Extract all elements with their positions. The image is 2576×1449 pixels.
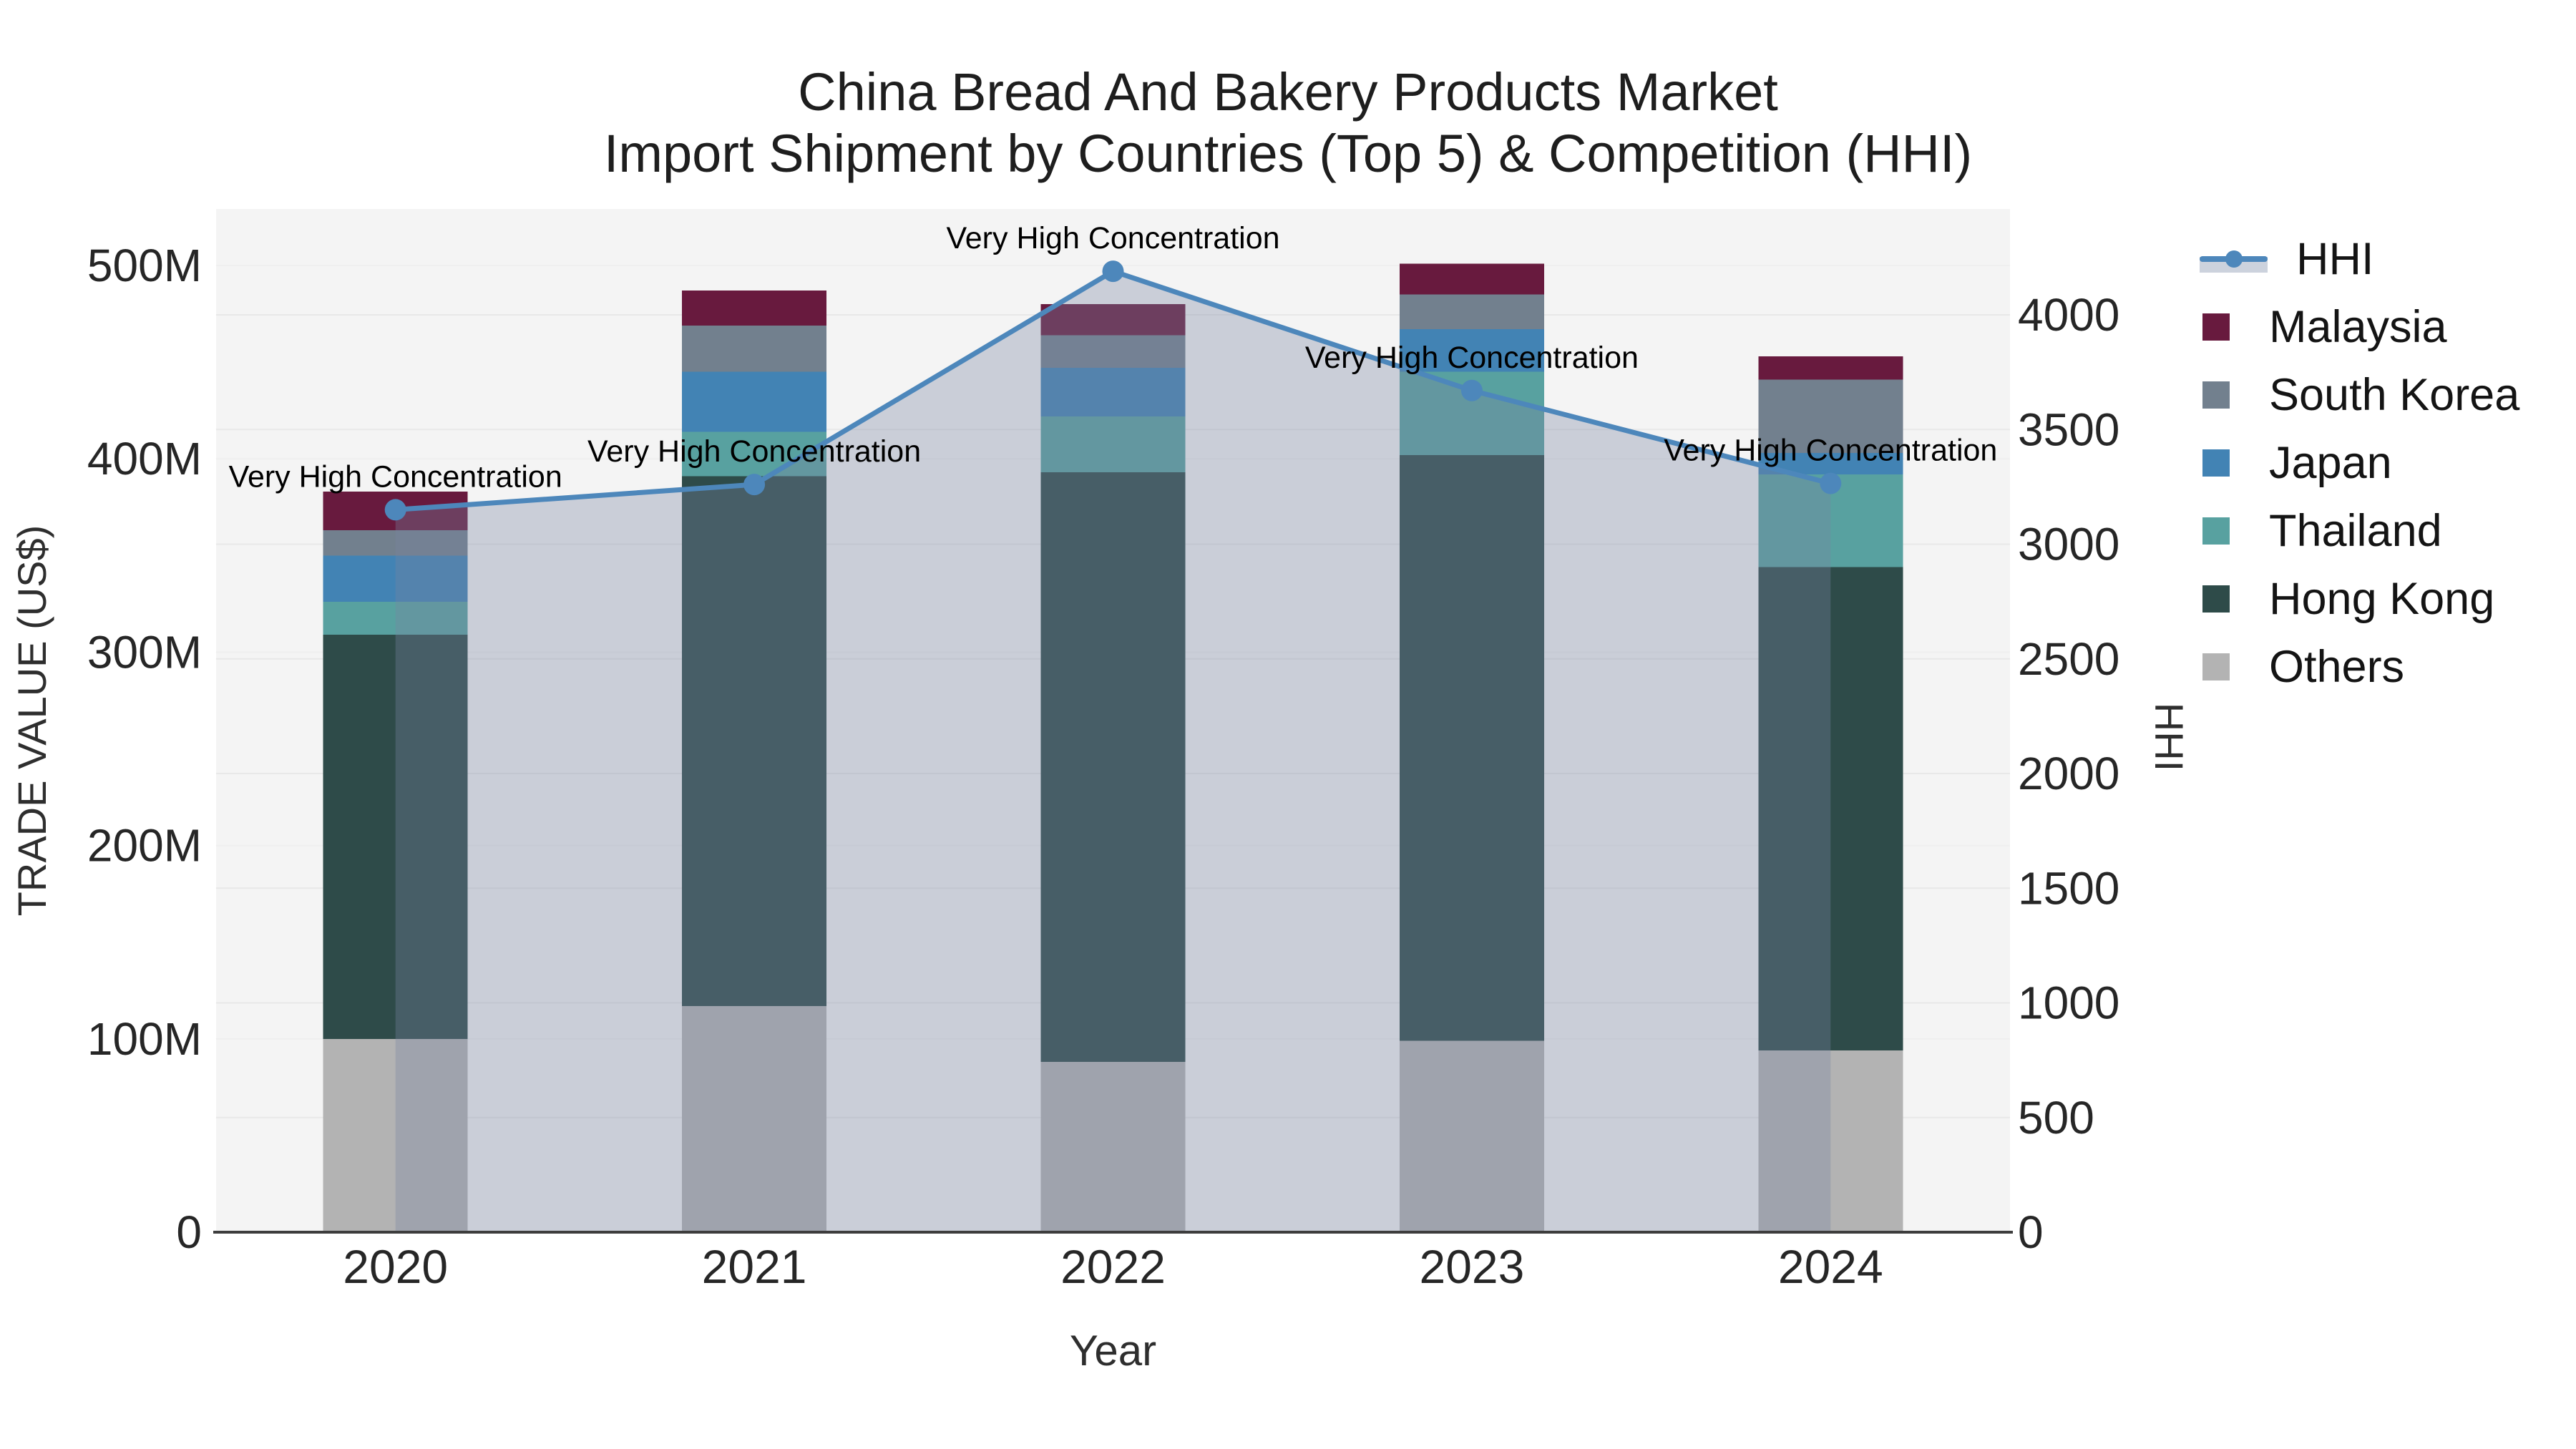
bar-segment-others-2022 xyxy=(1040,1062,1186,1232)
x-tick-2024: 2024 xyxy=(1778,1240,1883,1293)
legend-label-south-korea: South Korea xyxy=(2269,369,2520,420)
legend: HHI Malaysia South Korea Japan Thailand Hong … xyxy=(2200,225,2519,701)
annotation-2022: Very High Concentration xyxy=(946,221,1279,255)
bar-segment-japan-2023 xyxy=(1399,329,1544,372)
bar-segment-others-2023 xyxy=(1399,1040,1544,1232)
x-axis-line xyxy=(213,1231,2013,1234)
bar-segment-hong-kong-2024 xyxy=(1758,567,1903,1051)
hhi-area-fill xyxy=(395,271,1831,1233)
y-left-tick-0: 0 xyxy=(176,1206,202,1258)
y-right-tick-4000: 4000 xyxy=(2018,289,2119,341)
annotation-2020: Very High Concentration xyxy=(229,459,562,494)
bar-segment-others-2020 xyxy=(323,1038,468,1232)
bar-segment-others-2024 xyxy=(1758,1050,1903,1232)
bar-segment-malaysia-2022 xyxy=(1040,304,1186,336)
legend-swatch-south-korea xyxy=(2202,381,2230,409)
annotation-2023: Very High Concentration xyxy=(1305,341,1639,375)
legend-label-thailand: Thailand xyxy=(2269,505,2442,556)
annotation-2021: Very High Concentration xyxy=(587,434,921,469)
y-right-axis-title: HHI xyxy=(2147,703,2192,771)
legend-hhi-marker-icon xyxy=(2225,250,2243,268)
y-left-tick-500M: 500M xyxy=(87,240,202,291)
legend-item-japan[interactable]: Japan xyxy=(2200,429,2519,497)
bar-segment-others-2021 xyxy=(682,1005,827,1232)
legend-label-japan: Japan xyxy=(2269,437,2392,488)
bar-segment-japan-2021 xyxy=(682,371,827,432)
y-right-tick-3500: 3500 xyxy=(2018,404,2119,455)
legend-item-others[interactable]: Others xyxy=(2200,633,2519,701)
bar-segment-hong-kong-2020 xyxy=(323,635,468,1039)
bar-segment-hong-kong-2023 xyxy=(1399,454,1544,1041)
legend-item-south-korea[interactable]: South Korea xyxy=(2200,361,2519,429)
legend-label-hhi: HHI xyxy=(2296,233,2374,284)
bar-segment-japan-2022 xyxy=(1040,368,1186,416)
bar-segment-malaysia-2021 xyxy=(682,291,827,326)
chart-title-line1: China Bread And Bakery Products Market xyxy=(798,62,1778,122)
bar-segment-south-korea-2020 xyxy=(323,530,468,556)
legend-item-malaysia[interactable]: Malaysia xyxy=(2200,293,2519,361)
y-right-tick-1000: 1000 xyxy=(2018,977,2119,1029)
bar-segment-thailand-2020 xyxy=(323,602,468,635)
x-axis-title: Year xyxy=(1070,1327,1156,1375)
y-right-tick-3000: 3000 xyxy=(2018,519,2119,570)
hhi-marker-2023 xyxy=(1460,379,1483,401)
legend-label-malaysia: Malaysia xyxy=(2269,301,2447,352)
bar-segment-hong-kong-2022 xyxy=(1040,472,1186,1063)
bar-segment-south-korea-2021 xyxy=(682,325,827,372)
legend-swatch-malaysia xyxy=(2202,313,2230,341)
chart-title-line2: Import Shipment by Countries (Top 5) & C… xyxy=(603,124,1973,183)
x-tick-2022: 2022 xyxy=(1060,1240,1166,1293)
bar-segment-thailand-2022 xyxy=(1040,416,1186,473)
annotation-2024: Very High Concentration xyxy=(1664,434,1997,468)
y-left-tick-400M: 400M xyxy=(87,433,202,484)
y-right-tick-500: 500 xyxy=(2018,1092,2094,1143)
y-right-tick-0: 0 xyxy=(2018,1206,2044,1258)
legend-hhi-line-icon xyxy=(2200,244,2268,274)
bar-segment-malaysia-2024 xyxy=(1758,356,1903,380)
y-left-tick-200M: 200M xyxy=(87,820,202,872)
legend-swatch-japan xyxy=(2202,449,2230,477)
y-right-tick-2000: 2000 xyxy=(2018,748,2119,799)
hhi-marker-2021 xyxy=(743,474,766,496)
bar-segment-japan-2020 xyxy=(323,555,468,602)
bar-segment-hong-kong-2021 xyxy=(682,476,827,1006)
legend-label-hong-kong: Hong Kong xyxy=(2269,573,2495,624)
hhi-marker-2024 xyxy=(1820,472,1842,494)
bar-segment-south-korea-2024 xyxy=(1758,379,1903,454)
legend-swatch-thailand xyxy=(2202,517,2230,545)
y-left-tick-300M: 300M xyxy=(87,626,202,678)
y-right-tick-2500: 2500 xyxy=(2018,633,2119,685)
y-right-tick-1500: 1500 xyxy=(2018,862,2119,914)
x-tick-2023: 2023 xyxy=(1419,1240,1524,1293)
legend-item-hong-kong[interactable]: Hong Kong xyxy=(2200,565,2519,633)
y-left-tick-100M: 100M xyxy=(87,1013,202,1065)
hhi-marker-2022 xyxy=(1102,260,1124,283)
legend-swatch-others xyxy=(2202,653,2230,680)
legend-label-others: Others xyxy=(2269,641,2405,692)
bar-segment-malaysia-2023 xyxy=(1399,263,1544,295)
x-tick-2021: 2021 xyxy=(702,1240,807,1293)
bar-segment-south-korea-2023 xyxy=(1399,294,1544,330)
hhi-marker-2020 xyxy=(384,499,406,521)
y-left-axis-title: TRADE VALUE (US$) xyxy=(9,525,54,917)
legend-swatch-hong-kong xyxy=(2202,585,2230,613)
legend-item-thailand[interactable]: Thailand xyxy=(2200,497,2519,565)
bar-segment-south-korea-2022 xyxy=(1040,335,1186,369)
legend-item-hhi[interactable]: HHI xyxy=(2200,225,2519,293)
x-tick-2020: 2020 xyxy=(343,1240,448,1293)
